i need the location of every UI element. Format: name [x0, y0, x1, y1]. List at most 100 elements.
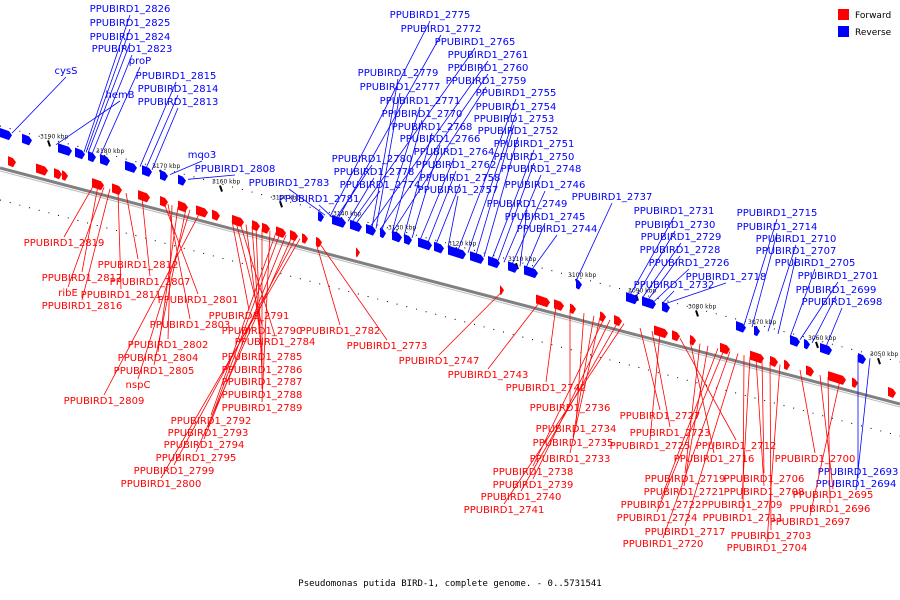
feature-label[interactable]: PPUBIRD1_2715 — [737, 208, 818, 219]
feature-label[interactable]: PPUBIRD1_2743 — [448, 370, 529, 381]
feature-label[interactable]: proP — [129, 56, 151, 67]
feature-label[interactable]: PPUBIRD1_2752 — [478, 126, 559, 137]
feature-label[interactable]: PPUBIRD1_2750 — [494, 152, 575, 163]
feature-label[interactable]: PPUBIRD1_2723 — [630, 428, 711, 439]
feature-label[interactable]: PPUBIRD1_2709 — [702, 500, 783, 511]
feature-label[interactable]: PPUBIRD1_2746 — [505, 180, 586, 191]
feature-label[interactable]: PPUBIRD1_2714 — [737, 222, 818, 233]
feature-label[interactable]: PPUBIRD1_2784 — [235, 337, 316, 348]
feature-label[interactable]: PPUBIRD1_2781 — [279, 194, 360, 205]
feature-label[interactable]: PPUBIRD1_2826 — [90, 4, 171, 15]
feature-label[interactable]: PPUBIRD1_2778 — [334, 167, 415, 178]
feature-label[interactable]: PPUBIRD1_2747 — [399, 356, 480, 367]
feature-label[interactable]: PPUBIRD1_2805 — [114, 366, 195, 377]
feature-label[interactable]: PPUBIRD1_2701 — [798, 271, 879, 282]
feature-label[interactable]: PPUBIRD1_2823 — [92, 44, 173, 55]
feature-label[interactable]: PPUBIRD1_2793 — [168, 428, 249, 439]
feature-label[interactable]: PPUBIRD1_2819 — [24, 238, 105, 249]
feature-label[interactable]: PPUBIRD1_2774 — [340, 180, 421, 191]
feature-label[interactable]: PPUBIRD1_2807 — [110, 277, 191, 288]
feature-label[interactable]: PPUBIRD1_2753 — [474, 114, 555, 125]
feature-label[interactable]: PPUBIRD1_2758 — [420, 173, 501, 184]
feature-label[interactable]: hemB — [105, 90, 134, 101]
feature-label[interactable]: PPUBIRD1_2766 — [400, 134, 481, 145]
feature-label[interactable]: PPUBIRD1_2731 — [634, 206, 715, 217]
feature-label[interactable]: PPUBIRD1_2720 — [623, 539, 704, 550]
feature-label[interactable]: PPUBIRD1_2817 — [42, 273, 123, 284]
feature-label[interactable]: PPUBIRD1_2811 — [81, 290, 162, 301]
feature-label[interactable]: PPUBIRD1_2728 — [640, 245, 721, 256]
feature-label[interactable]: PPUBIRD1_2751 — [494, 139, 575, 150]
feature-label[interactable]: PPUBIRD1_2772 — [401, 24, 482, 35]
feature-label[interactable]: PPUBIRD1_2782 — [300, 326, 381, 337]
feature-label[interactable]: PPUBIRD1_2694 — [816, 479, 897, 490]
feature-label[interactable]: PPUBIRD1_2801 — [158, 295, 239, 306]
feature-label[interactable]: PPUBIRD1_2760 — [448, 63, 529, 74]
feature-label[interactable]: PPUBIRD1_2783 — [249, 178, 330, 189]
feature-label[interactable]: PPUBIRD1_2765 — [435, 37, 516, 48]
feature-label[interactable]: PPUBIRD1_2710 — [756, 234, 837, 245]
feature-label[interactable]: PPUBIRD1_2741 — [464, 505, 545, 516]
feature-label[interactable]: PPUBIRD1_2718 — [686, 272, 767, 283]
feature-label[interactable]: PPUBIRD1_2775 — [390, 10, 471, 21]
feature-label[interactable]: PPUBIRD1_2777 — [360, 82, 441, 93]
feature-label[interactable]: PPUBIRD1_2744 — [517, 224, 598, 235]
feature-label[interactable]: PPUBIRD1_2734 — [536, 424, 617, 435]
feature-label[interactable]: PPUBIRD1_2825 — [90, 18, 171, 29]
feature-label[interactable]: PPUBIRD1_2800 — [121, 479, 202, 490]
feature-label[interactable]: PPUBIRD1_2733 — [530, 454, 611, 465]
feature-label[interactable]: PPUBIRD1_2748 — [501, 164, 582, 175]
feature-label[interactable]: PPUBIRD1_2716 — [674, 454, 755, 465]
feature-label[interactable]: PPUBIRD1_2808 — [195, 164, 276, 175]
feature-label[interactable]: PPUBIRD1_2735 — [533, 438, 614, 449]
feature-label[interactable]: cysS — [55, 66, 78, 77]
feature-label[interactable]: PPUBIRD1_2708 — [724, 487, 805, 498]
feature-label[interactable]: PPUBIRD1_2754 — [476, 102, 557, 113]
feature-label[interactable]: PPUBIRD1_2771 — [380, 96, 461, 107]
feature-label[interactable]: PPUBIRD1_2707 — [756, 246, 837, 257]
feature-label[interactable]: PPUBIRD1_2802 — [128, 340, 209, 351]
feature-label[interactable]: PPUBIRD1_2711 — [703, 513, 784, 524]
feature-label[interactable]: PPUBIRD1_2768 — [392, 122, 473, 133]
feature-label[interactable]: PPUBIRD1_2779 — [358, 68, 439, 79]
feature-label[interactable]: PPUBIRD1_2697 — [770, 517, 851, 528]
feature-label[interactable]: PPUBIRD1_2740 — [481, 492, 562, 503]
feature-label[interactable]: PPUBIRD1_2695 — [793, 490, 874, 501]
feature-label[interactable]: PPUBIRD1_2814 — [138, 84, 219, 95]
feature-label[interactable]: PPUBIRD1_2738 — [493, 467, 574, 478]
feature-label[interactable]: PPUBIRD1_2737 — [572, 192, 653, 203]
feature-label[interactable]: PPUBIRD1_2761 — [448, 50, 529, 61]
feature-label[interactable]: PPUBIRD1_2725 — [610, 441, 691, 452]
feature-label[interactable]: mqo3 — [188, 150, 217, 161]
feature-label[interactable]: PPUBIRD1_2812 — [98, 260, 179, 271]
feature-label[interactable]: PPUBIRD1_2703 — [731, 531, 812, 542]
feature-label[interactable]: PPUBIRD1_2749 — [487, 199, 568, 210]
feature-label[interactable]: PPUBIRD1_2699 — [796, 285, 877, 296]
feature-label[interactable]: PPUBIRD1_2717 — [645, 527, 726, 538]
feature-label[interactable]: PPUBIRD1_2816 — [42, 301, 123, 312]
feature-label[interactable]: PPUBIRD1_2729 — [641, 232, 722, 243]
feature-label[interactable]: PPUBIRD1_2732 — [634, 280, 715, 291]
feature-label[interactable]: PPUBIRD1_2724 — [617, 513, 698, 524]
feature-label[interactable]: PPUBIRD1_2773 — [347, 341, 428, 352]
feature-label[interactable]: PPUBIRD1_2726 — [649, 258, 730, 269]
feature-label[interactable]: PPUBIRD1_2759 — [446, 76, 527, 87]
feature-label[interactable]: PPUBIRD1_2736 — [530, 403, 611, 414]
feature-label[interactable]: PPUBIRD1_2824 — [90, 32, 171, 43]
feature-label[interactable]: PPUBIRD1_2795 — [156, 453, 237, 464]
feature-label[interactable]: PPUBIRD1_2799 — [134, 466, 215, 477]
feature-label[interactable]: PPUBIRD1_2730 — [635, 220, 716, 231]
feature-label[interactable]: PPUBIRD1_2704 — [727, 543, 808, 554]
feature-label[interactable]: PPUBIRD1_2804 — [118, 353, 199, 364]
feature-label[interactable]: PPUBIRD1_2696 — [790, 504, 871, 515]
feature-label[interactable]: PPUBIRD1_2803 — [150, 320, 231, 331]
feature-label[interactable]: PPUBIRD1_2742 — [506, 383, 587, 394]
feature-label[interactable]: PPUBIRD1_2815 — [136, 71, 217, 82]
feature-label[interactable]: PPUBIRD1_2739 — [493, 480, 574, 491]
feature-label[interactable]: PPUBIRD1_2722 — [621, 500, 702, 511]
feature-label[interactable]: PPUBIRD1_2809 — [64, 396, 145, 407]
feature-label[interactable]: PPUBIRD1_2789 — [222, 403, 303, 414]
feature-label[interactable]: PPUBIRD1_2721 — [644, 487, 725, 498]
feature-label[interactable]: PPUBIRD1_2757 — [418, 185, 499, 196]
feature-label[interactable]: PPUBIRD1_2813 — [138, 97, 219, 108]
